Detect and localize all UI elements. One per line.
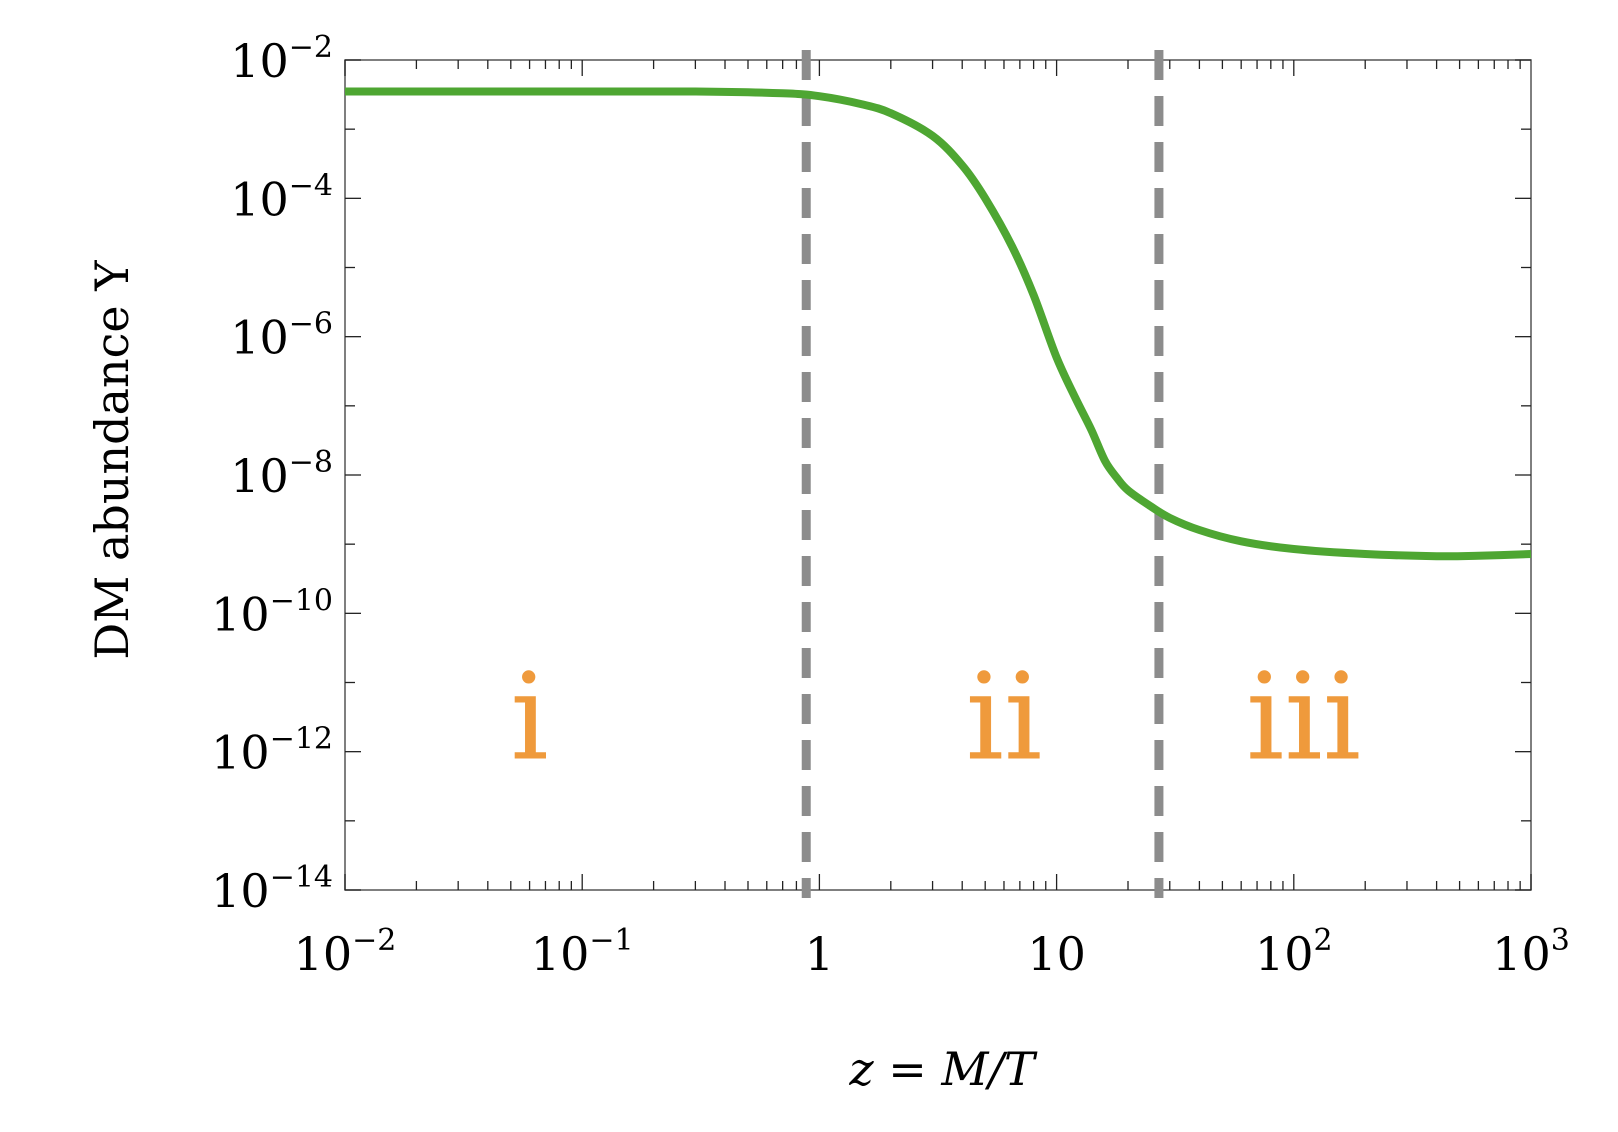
x-tick-label: 102 xyxy=(1255,923,1333,981)
x-tick-label: 1 xyxy=(805,927,834,981)
region-labels: i ii iii xyxy=(510,649,1361,788)
y-tick-label: 10−10 xyxy=(211,583,333,641)
x-tick-label: 10−2 xyxy=(294,923,397,981)
y-tick-label: 10−12 xyxy=(211,722,333,780)
y-tick-label: 10−6 xyxy=(230,307,333,365)
tick-labels: 10−2 10−1 1 10 102 103 10−2 10−4 10−6 10−8 10−10 10… xyxy=(211,30,1570,981)
y-tick-label: 10−4 xyxy=(230,168,333,226)
y-tick-label: 10−8 xyxy=(230,445,333,503)
region-dividers xyxy=(801,50,1164,898)
x-axis-title: z = M/T xyxy=(848,1042,1038,1096)
region-label: ii xyxy=(966,649,1043,788)
region-label: i xyxy=(510,649,548,788)
axes xyxy=(344,59,1532,891)
region-label: iii xyxy=(1246,649,1361,788)
series-layer xyxy=(345,87,1532,561)
y-axis-title: DM abundance Y xyxy=(85,260,139,660)
y-tick-label: 10−2 xyxy=(230,30,333,88)
abundance-curve xyxy=(345,87,1532,561)
x-tick-label: 10 xyxy=(1027,927,1086,981)
x-tick-label: 103 xyxy=(1492,923,1570,981)
x-tick-label: 10−1 xyxy=(531,923,634,981)
y-tick-label: 10−14 xyxy=(211,860,333,918)
